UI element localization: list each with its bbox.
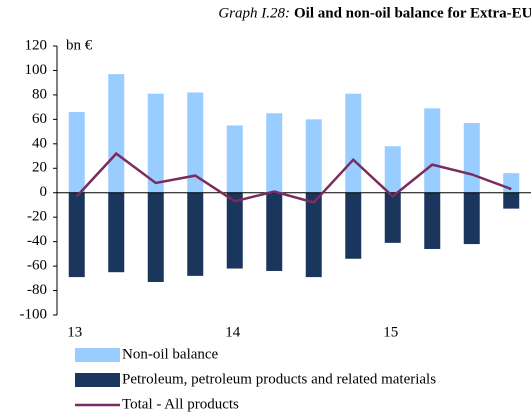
- legend-label: Petroleum, petroleum products and relate…: [122, 371, 436, 387]
- y-tick-label: 100: [25, 62, 48, 78]
- bar: [384, 192, 401, 243]
- bar: [305, 192, 322, 278]
- legend-label: Total - All products: [122, 396, 239, 412]
- y-tick-label: 20: [32, 160, 47, 176]
- legend-swatch: [75, 373, 120, 387]
- bar: [424, 108, 441, 193]
- bar: [463, 192, 480, 245]
- bar: [68, 192, 85, 278]
- bar: [187, 192, 204, 276]
- y-tick-label: -20: [27, 209, 47, 225]
- bar: [226, 192, 243, 269]
- y-tick-label: 80: [32, 86, 47, 102]
- chart-title: Oil and non-oil balance for Extra-EU tra…: [294, 5, 531, 21]
- bar: [147, 192, 164, 282]
- y-tick-label: -60: [27, 258, 47, 274]
- y-tick-label: -100: [20, 306, 48, 322]
- y-axis-label: bn €: [66, 37, 93, 53]
- x-tick-label: 14: [225, 324, 241, 340]
- bar: [108, 74, 125, 193]
- x-tick-label: 13: [67, 324, 82, 340]
- legend-swatch: [75, 348, 120, 362]
- y-tick-label: 120: [25, 37, 48, 53]
- bar: [384, 146, 401, 193]
- y-tick-label: 40: [32, 135, 47, 151]
- legend-label: Non-oil balance: [122, 346, 219, 362]
- bar: [305, 119, 322, 193]
- bar: [187, 92, 204, 193]
- bar: [503, 192, 520, 209]
- bar: [266, 192, 283, 271]
- x-tick-label: 15: [383, 324, 398, 340]
- bar: [503, 173, 520, 193]
- y-tick-label: -40: [27, 233, 47, 249]
- chart-title-prefix: Graph I.28:: [218, 5, 290, 21]
- bar: [108, 192, 125, 273]
- bar: [345, 192, 362, 259]
- bar: [147, 93, 164, 193]
- bar: [68, 112, 85, 193]
- bar: [463, 123, 480, 193]
- bar: [345, 93, 362, 193]
- bar: [226, 125, 243, 193]
- y-tick-label: 60: [32, 111, 47, 127]
- y-tick-label: -80: [27, 282, 47, 298]
- line: [75, 151, 512, 204]
- bar: [266, 113, 283, 193]
- y-tick-label: 0: [40, 184, 48, 200]
- bar: [424, 192, 441, 249]
